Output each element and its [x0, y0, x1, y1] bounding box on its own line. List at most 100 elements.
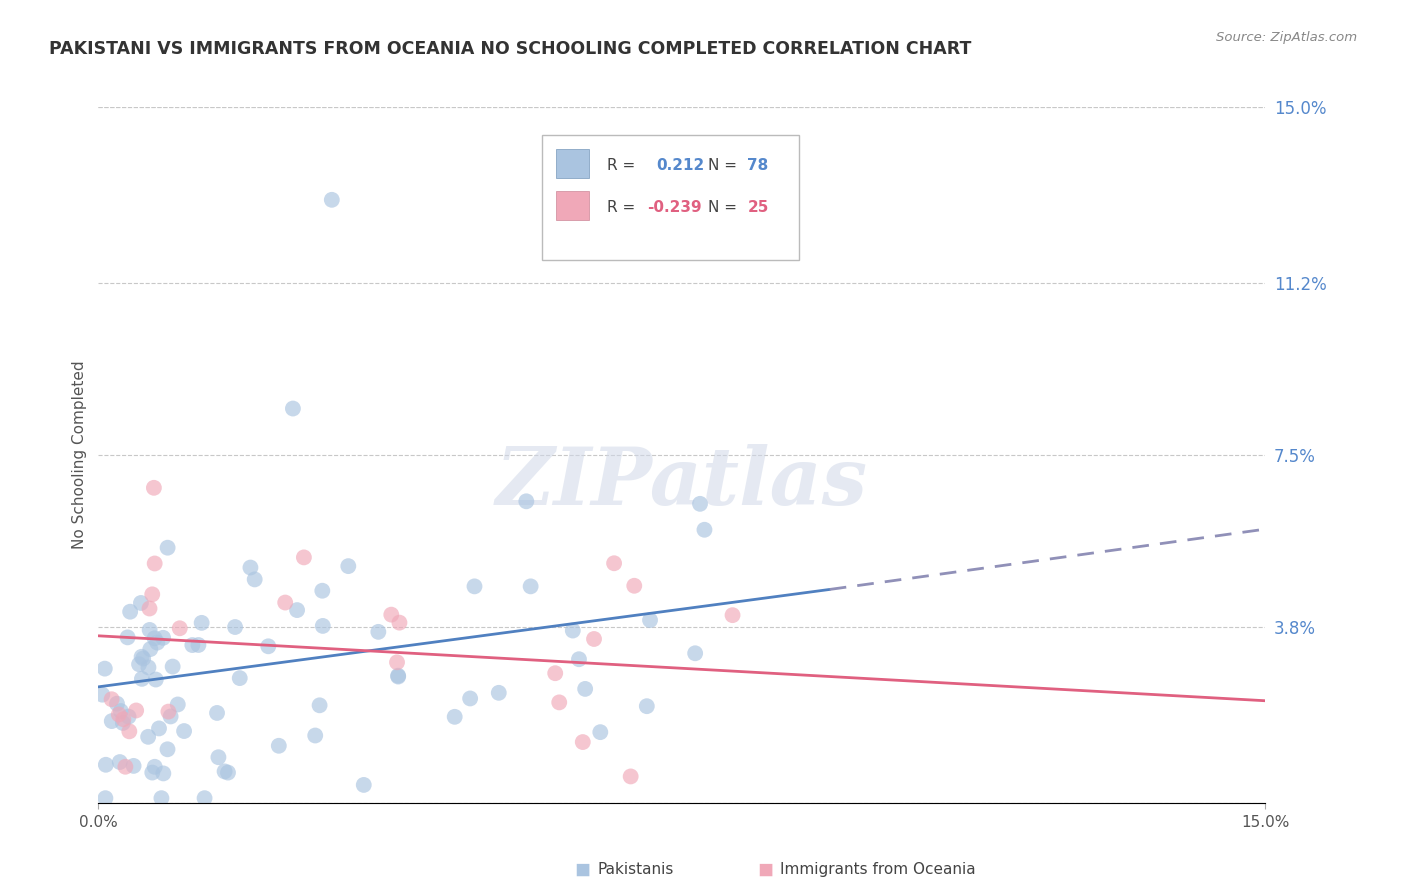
Text: PAKISTANI VS IMMIGRANTS FROM OCEANIA NO SCHOOLING COMPLETED CORRELATION CHART: PAKISTANI VS IMMIGRANTS FROM OCEANIA NO … [49, 40, 972, 58]
Point [683, 646, 706, 660]
Point [638, 613, 661, 627]
Point [285, 603, 308, 617]
Point [568, 652, 591, 666]
Point [214, 764, 236, 779]
Point [380, 607, 402, 622]
Text: ZIPatlas: ZIPatlas [496, 444, 868, 522]
Point [159, 709, 181, 723]
Point [239, 560, 262, 574]
Point [367, 624, 389, 639]
Point [110, 704, 132, 718]
Point [257, 640, 280, 654]
Point [141, 765, 163, 780]
Point [118, 724, 141, 739]
Text: 78: 78 [747, 158, 769, 173]
Text: Pakistanis: Pakistanis [598, 863, 673, 877]
Point [136, 730, 159, 744]
Point [117, 631, 139, 645]
Text: N =: N = [707, 200, 737, 215]
Point [152, 631, 174, 645]
FancyBboxPatch shape [555, 191, 589, 219]
Point [139, 642, 162, 657]
Point [100, 714, 122, 728]
Point [693, 523, 716, 537]
Point [387, 670, 409, 684]
Point [243, 573, 266, 587]
Point [173, 724, 195, 739]
Text: N =: N = [707, 158, 737, 173]
Point [122, 759, 145, 773]
Point [157, 705, 180, 719]
Point [112, 712, 135, 726]
Point [156, 742, 179, 756]
Point [582, 632, 605, 646]
Point [267, 739, 290, 753]
Point [603, 556, 626, 570]
Point [304, 729, 326, 743]
Point [574, 681, 596, 696]
Point [187, 638, 209, 652]
Point [217, 765, 239, 780]
Point [311, 583, 333, 598]
Point [193, 791, 215, 805]
Y-axis label: No Schooling Completed: No Schooling Completed [72, 360, 87, 549]
Point [108, 755, 131, 769]
Point [152, 766, 174, 780]
Point [281, 401, 304, 416]
Point [689, 497, 711, 511]
Point [458, 691, 481, 706]
Point [292, 550, 315, 565]
Point [138, 623, 160, 637]
Point [141, 587, 163, 601]
Point [94, 791, 117, 805]
Point [107, 707, 129, 722]
Point [571, 735, 593, 749]
Point [162, 659, 184, 673]
Point [143, 760, 166, 774]
Point [308, 698, 330, 713]
Point [353, 778, 375, 792]
Point [142, 481, 165, 495]
Point [385, 655, 408, 669]
FancyBboxPatch shape [555, 149, 589, 178]
Point [94, 757, 117, 772]
Point [387, 668, 409, 682]
Text: 25: 25 [747, 200, 769, 215]
Point [138, 660, 160, 674]
Point [312, 619, 335, 633]
Text: ◼: ◼ [574, 860, 591, 880]
Point [128, 657, 150, 672]
Point [143, 557, 166, 571]
Text: R =: R = [607, 158, 636, 173]
Point [146, 635, 169, 649]
Point [519, 579, 541, 593]
Point [114, 760, 136, 774]
Text: ◼: ◼ [756, 860, 773, 880]
Point [515, 494, 537, 508]
Point [131, 649, 153, 664]
Point [169, 621, 191, 635]
Point [94, 662, 117, 676]
Point [143, 632, 166, 646]
Point [148, 722, 170, 736]
Point [548, 695, 571, 709]
Point [181, 638, 204, 652]
Point [91, 688, 114, 702]
Point [443, 710, 465, 724]
Point [544, 666, 567, 681]
Text: Source: ZipAtlas.com: Source: ZipAtlas.com [1216, 31, 1357, 45]
Text: 0.212: 0.212 [657, 158, 704, 173]
Point [131, 672, 153, 686]
Point [129, 596, 152, 610]
Point [388, 615, 411, 630]
Point [166, 698, 188, 712]
Text: R =: R = [607, 200, 636, 215]
Point [636, 699, 658, 714]
Point [138, 601, 160, 615]
Point [150, 791, 173, 805]
Point [125, 703, 148, 717]
Point [337, 559, 360, 574]
Point [190, 615, 212, 630]
Point [105, 697, 128, 711]
Point [561, 624, 583, 638]
